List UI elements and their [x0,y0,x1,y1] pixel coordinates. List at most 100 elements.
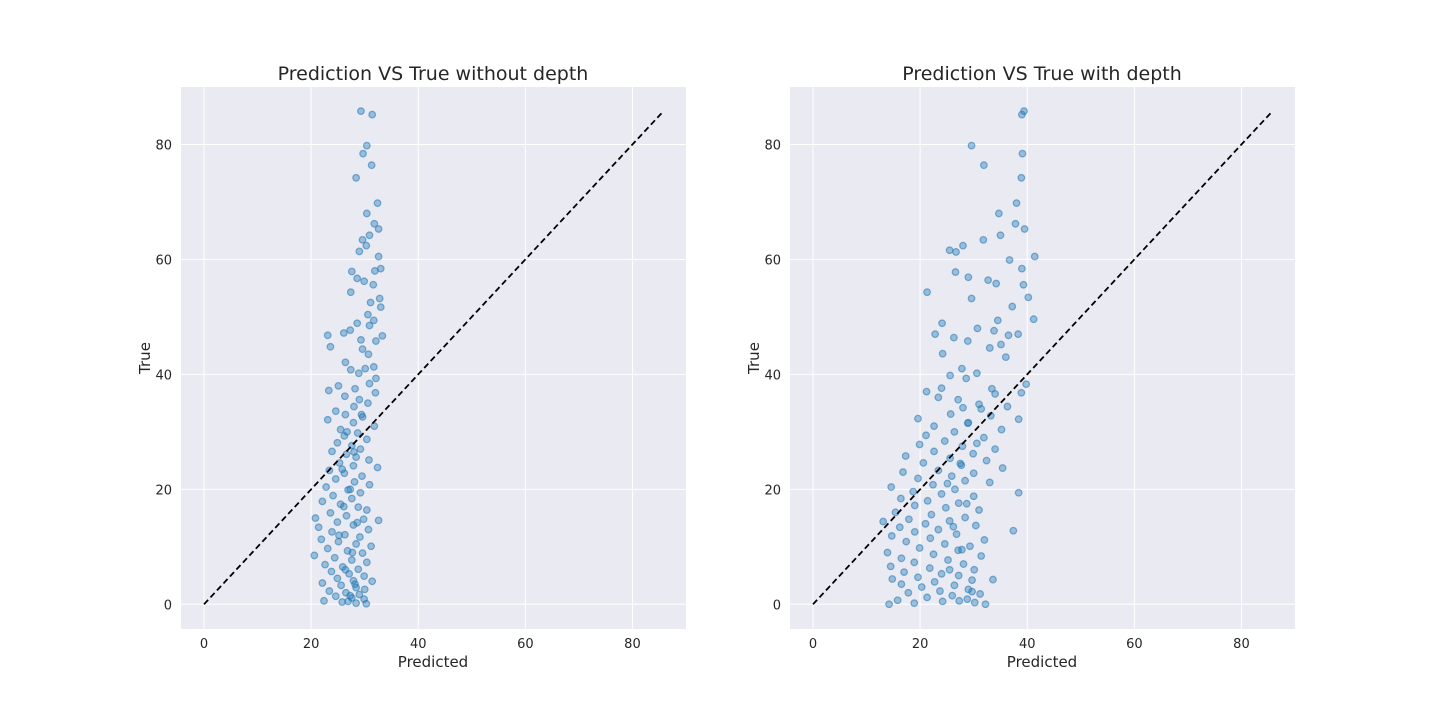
scatter-point [1019,280,1028,289]
scatter-point [979,161,988,170]
scatter-point [351,580,359,589]
grid-lines [790,87,1295,629]
scatter-point [956,459,965,468]
scatter-point [938,349,947,358]
scatter-point [323,331,332,340]
scatter-point [914,414,922,423]
scatter-point [1017,173,1026,182]
x-tick-labels: 0 20 40 60 80 [200,637,641,652]
scatter-point [921,519,930,528]
scatter-point [358,345,367,353]
scatter-point [975,506,983,514]
scatter-point [370,422,379,431]
y-tick-label: 20 [764,483,781,498]
scatter-point [985,478,994,487]
scatter-point [959,560,968,568]
scatter-point [352,540,361,548]
scatter-point [914,474,922,483]
scatter-point [883,548,892,557]
scatter-point [945,517,954,525]
scatter-point [947,472,956,481]
scatter-point [922,387,931,396]
scatter-point [374,225,383,233]
scatter-point [369,280,378,289]
scatter-point [1030,252,1039,261]
scatter-point [337,581,346,590]
scatter-point [930,577,939,586]
scatter-point [334,381,343,390]
scatter-point [1014,488,1023,497]
scatter-point [358,549,367,558]
scatter-point [954,499,963,508]
x-tick-label: 20 [303,637,320,652]
scatter-point [951,268,960,276]
scatter-point [1017,264,1026,273]
scatter-point [893,596,902,605]
reference-diagonal-line [812,110,1274,605]
scatter-point [925,564,934,572]
scatter-point [990,326,998,335]
scatter-point [333,518,342,526]
scatter-point [1020,225,1029,233]
scatter-point [923,593,931,602]
scatter-point [992,279,1001,288]
scatter-point [1017,388,1026,397]
scatter-point [365,379,374,388]
scatter-point [347,556,356,564]
scatter-point [996,231,1005,240]
y-tick-label: 60 [764,253,781,268]
scatter-point [358,235,367,244]
scatter-point [355,247,364,256]
scatter-point [357,107,365,116]
scatter-point [365,321,374,330]
scatter-point [899,468,907,476]
scatter-point [360,585,369,594]
scatter-point [901,452,910,460]
scatter-point [922,431,930,440]
scatter-point [885,600,893,609]
scatter-point [937,569,946,578]
scatter-point [335,531,343,540]
scatter-point [970,598,979,607]
scatter-point [339,502,348,511]
y-tick-label: 0 [164,598,172,613]
scatter-point [896,494,905,503]
scatter-point [919,458,928,467]
scatter-point [951,485,959,494]
scatter-point [329,491,337,500]
scatter-point [950,581,959,590]
y-tick-label: 40 [764,368,781,383]
scatter-point [362,435,371,444]
scatter-point [1004,331,1013,340]
y-tick-label: 60 [155,253,172,268]
scatter-point [970,565,979,574]
scatter-point [352,173,361,182]
scatter-point [985,344,994,352]
scatter-point [325,587,334,595]
scatter-point [959,241,967,250]
scatter-point [353,429,362,437]
scatter-point [963,419,972,428]
chart-panel-with-depth: 0 20 40 60 80 0 20 40 60 80 Prediction VS True w… [745,63,1295,671]
scatter-point [904,515,913,524]
scatter-point [904,588,913,597]
scatter-point [950,427,959,436]
scatter-point [354,565,363,574]
scatter-point [952,530,961,539]
scatter-point [989,575,997,584]
scatter-point [368,110,377,119]
scatter-point [333,574,342,583]
scatter-point [977,404,986,413]
scatter-point [341,358,350,367]
x-tick-label: 40 [1019,637,1036,652]
scatter-point [962,499,971,508]
scatter-point [979,235,988,244]
scatter-point [317,535,326,544]
scatter-point [927,510,936,519]
x-tick-label: 0 [809,637,817,652]
scatter-point [359,149,367,158]
scatter-point [982,456,991,465]
scatter-point [327,567,336,576]
x-tick-label: 20 [912,637,929,652]
